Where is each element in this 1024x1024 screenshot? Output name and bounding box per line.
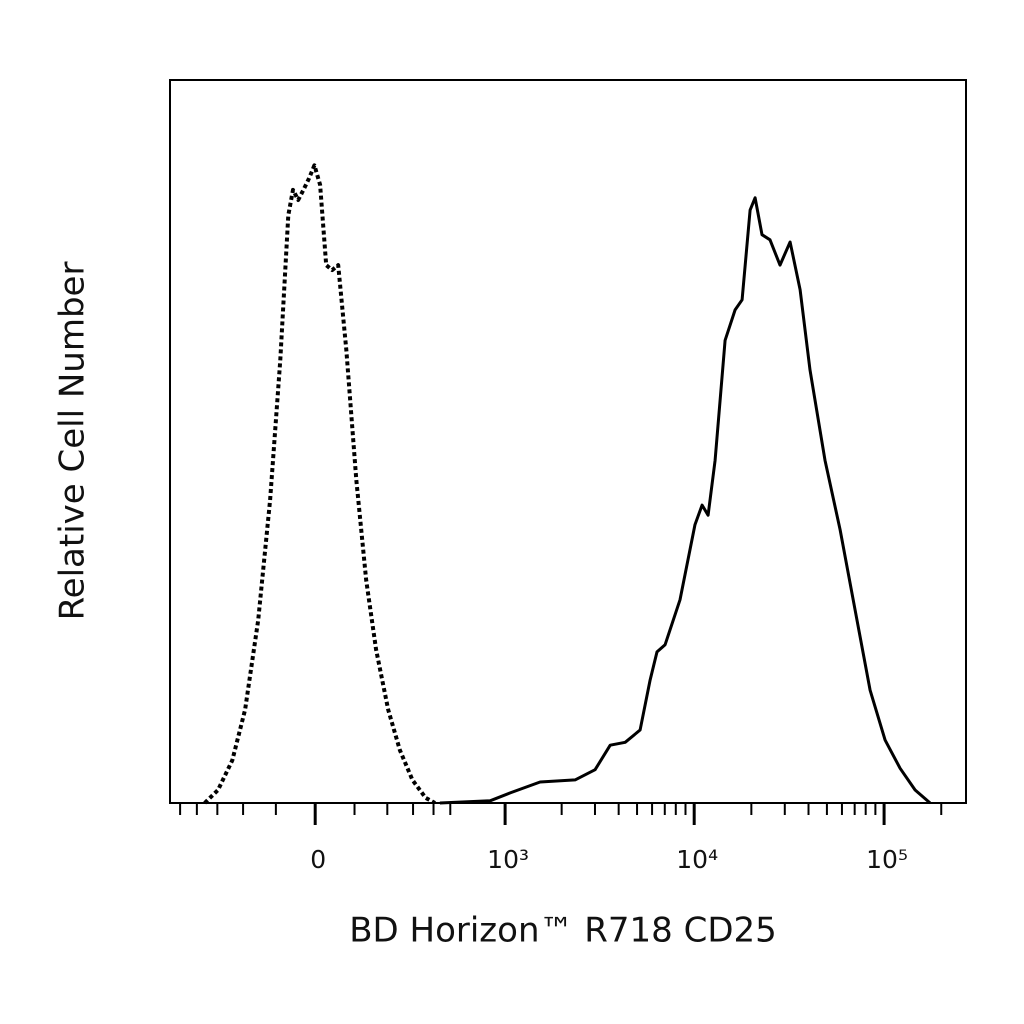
series-line: [439, 196, 932, 805]
plot-frame: [169, 79, 967, 804]
x-tick-label: 10⁵: [866, 845, 908, 874]
x-tick-label: 0: [310, 845, 326, 874]
x-tick-label: 10⁴: [676, 845, 718, 874]
x-axis-label: BD Horizon™ R718 CD25: [349, 911, 777, 951]
y-axis-label: Relative Cell Number: [53, 262, 93, 621]
series-line: [203, 163, 436, 805]
x-tick-label: 10³: [487, 845, 529, 874]
